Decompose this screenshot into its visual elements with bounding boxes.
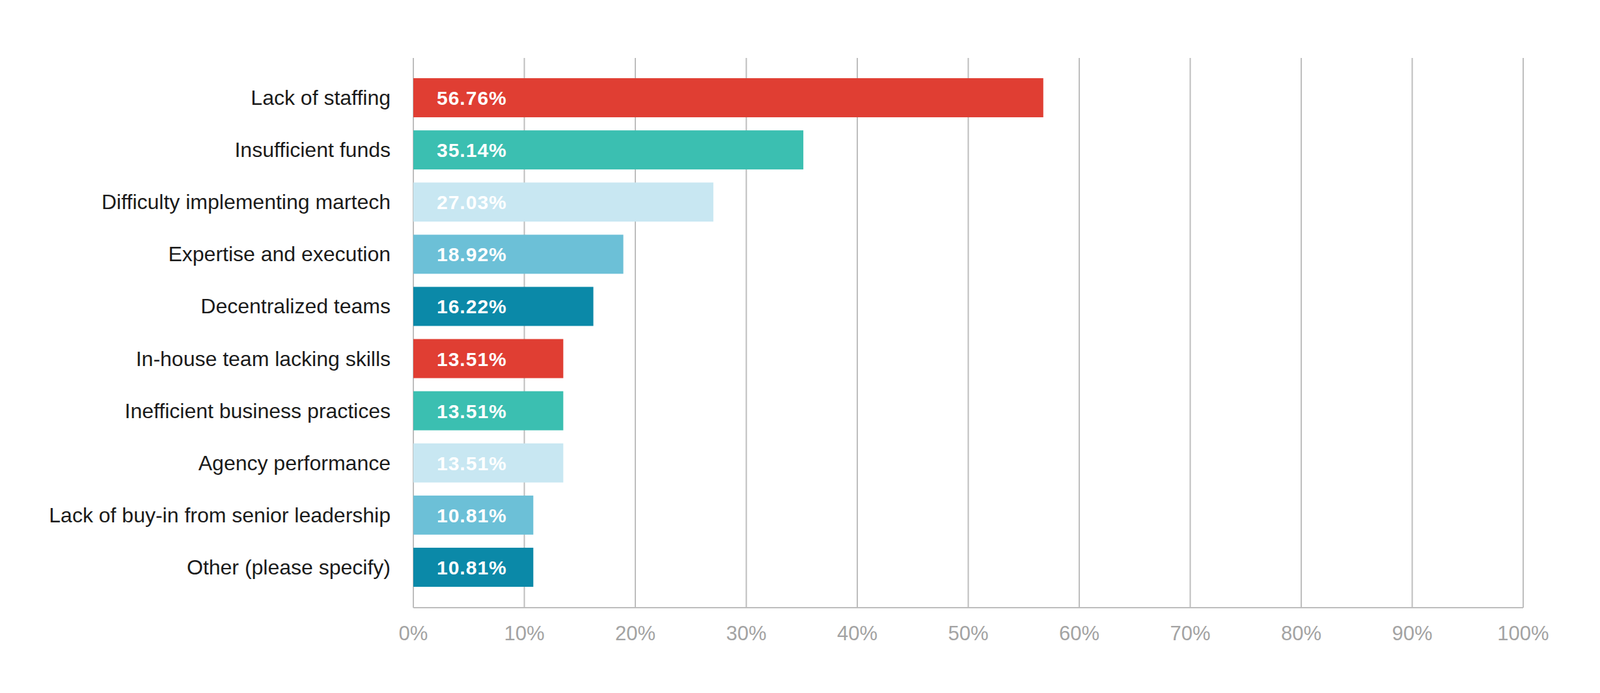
bar [413, 391, 564, 431]
data-label: 10.81% [436, 556, 508, 579]
grid-line [1189, 57, 1192, 608]
tick-label: 50% [947, 621, 989, 645]
tick-label: 30% [725, 621, 767, 645]
tick-label: 40% [837, 621, 878, 645]
category-label: In-house team lacking skills [136, 346, 391, 371]
tick-label: 90% [1391, 621, 1433, 645]
bar [413, 286, 594, 326]
bar [413, 339, 564, 379]
category-label: Lack of buy-in from senior leadership [48, 503, 391, 527]
grid-line [1411, 57, 1414, 608]
data-label: 13.51% [436, 452, 508, 474]
grid-line [1522, 57, 1524, 608]
bar [413, 130, 804, 170]
category-label: Difficulty implementing martech [101, 190, 391, 214]
data-label: 56.76% [436, 87, 508, 109]
category-label: Expertise and execution [167, 242, 391, 266]
grid [413, 57, 1524, 608]
grid-line [856, 57, 858, 608]
data-label: 10.81% [436, 504, 508, 526]
tick-label: 100% [1497, 621, 1549, 645]
labels: Lack of staffing 56.76% Insufficient funds… [48, 85, 507, 579]
category-label: Insufficient funds [234, 137, 391, 162]
tick-label: 80% [1281, 621, 1322, 645]
category-label: Inefficient business practices [124, 399, 391, 423]
tick-label: 70% [1169, 621, 1211, 645]
axis-line [413, 606, 1524, 608]
grid-line [967, 57, 970, 608]
grid-line [1300, 57, 1302, 608]
grid-line [1078, 57, 1080, 608]
tick-label: 20% [615, 621, 656, 645]
data-label: 27.03% [436, 191, 508, 213]
bar [413, 495, 534, 535]
category-label: Decentralized teams [200, 294, 391, 318]
data-label: 35.14% [436, 139, 508, 161]
data-label: 18.92% [436, 243, 508, 265]
category-label: Agency performance [198, 451, 391, 475]
tick-label: 10% [503, 621, 545, 645]
bar [413, 182, 714, 222]
bar [413, 443, 564, 483]
data-label: 13.51% [436, 400, 508, 422]
data-label: 13.51% [436, 348, 508, 370]
bar [413, 547, 534, 587]
tick-label: 0% [399, 621, 429, 645]
data-label: 16.22% [436, 295, 508, 318]
chart: 0% 10% 20% 30% 40% 50% 60% 70% 80% 90% 100% Lack of… [0, 0, 1600, 693]
category-label: Lack of staffing [250, 85, 391, 110]
bar [413, 78, 1044, 118]
bar [413, 234, 624, 274]
bars [413, 78, 1044, 587]
tick-label: 60% [1059, 621, 1100, 645]
category-label: Other (please specify) [186, 555, 391, 579]
